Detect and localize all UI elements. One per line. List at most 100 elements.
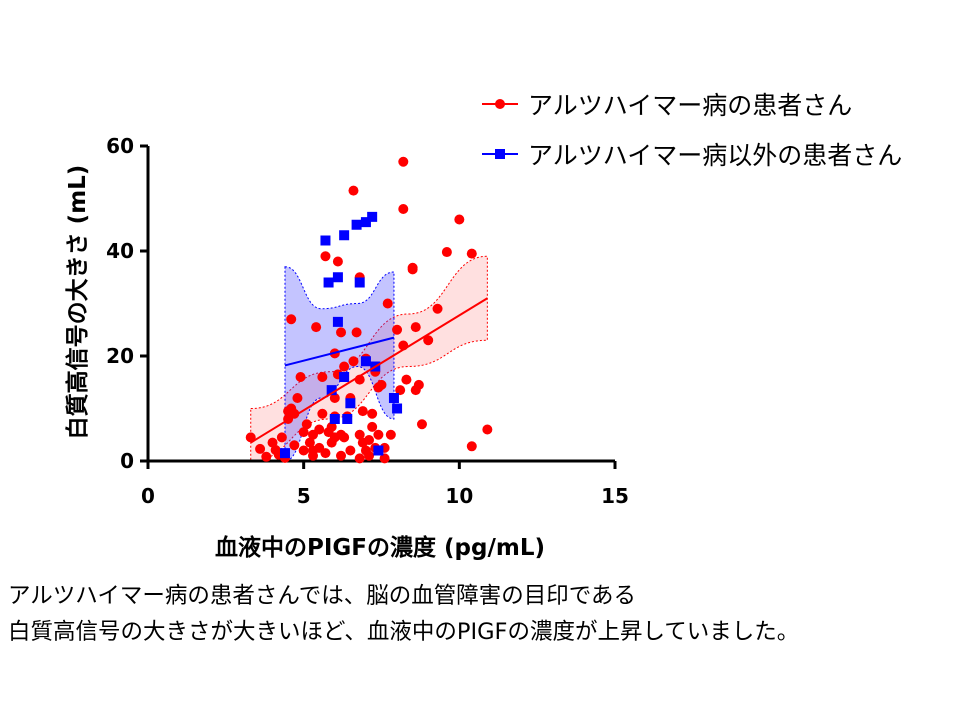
data-point-non-alzheimer	[388, 393, 399, 403]
data-point-alzheimer	[466, 248, 477, 259]
data-point-non-alzheimer	[367, 211, 378, 222]
caption: アルツハイマー病の患者さんでは、脳の血管障害の目印である 白質高信号の大きさが大…	[8, 578, 799, 650]
data-point-alzheimer	[357, 406, 368, 417]
caption-line-2: 白質高信号の大きさが大きいほど、血液中のPIGFの濃度が上昇していました。	[8, 619, 800, 645]
data-points	[245, 156, 493, 464]
data-point-alzheimer	[255, 443, 266, 454]
data-point-non-alzheimer	[354, 277, 365, 288]
data-point-alzheimer	[311, 322, 322, 333]
x-tick-label: 0	[141, 484, 155, 508]
data-point-alzheimer	[466, 441, 477, 452]
x-tick-label: 5	[297, 484, 311, 508]
data-point-non-alzheimer	[373, 445, 384, 456]
data-point-alzheimer	[261, 451, 272, 462]
data-point-alzheimer	[332, 256, 343, 267]
data-point-non-alzheimer	[332, 272, 343, 283]
data-point-non-alzheimer	[342, 414, 353, 424]
data-point-alzheimer	[407, 262, 418, 273]
data-point-alzheimer	[385, 429, 396, 440]
data-point-alzheimer	[339, 432, 350, 443]
y-tick-label: 60	[106, 134, 134, 158]
confidence-band-non-alzheimer	[284, 266, 395, 462]
data-point-alzheimer	[314, 424, 325, 435]
legend-item-alzheimer: アルツハイマー病の患者さん	[482, 80, 852, 128]
data-point-alzheimer	[286, 314, 297, 325]
legend-swatch-blue-square	[482, 146, 518, 162]
data-point-alzheimer	[339, 361, 350, 372]
y-tick-label: 40	[106, 239, 134, 263]
data-point-alzheimer	[379, 453, 390, 464]
data-point-alzheimer	[432, 303, 443, 314]
data-point-alzheimer	[295, 372, 306, 382]
data-point-alzheimer	[329, 393, 340, 403]
data-point-non-alzheimer	[279, 448, 290, 459]
legend-item-non-alzheimer: アルツハイマー病以外の患者さん	[482, 130, 902, 178]
data-point-non-alzheimer	[339, 230, 350, 241]
data-point-alzheimer	[367, 408, 378, 419]
data-point-non-alzheimer	[351, 219, 362, 230]
data-point-non-alzheimer	[345, 398, 356, 409]
data-point-alzheimer	[376, 379, 387, 390]
data-point-alzheimer	[454, 214, 465, 225]
data-point-alzheimer	[348, 185, 359, 196]
data-point-alzheimer	[441, 247, 452, 258]
legend-swatch-red-circle	[482, 96, 518, 112]
data-point-non-alzheimer	[326, 385, 337, 396]
data-point-alzheimer	[392, 324, 403, 335]
data-point-alzheimer	[364, 435, 375, 445]
data-point-alzheimer	[336, 450, 347, 461]
data-point-alzheimer	[245, 432, 256, 443]
data-point-alzheimer	[292, 393, 303, 403]
axis-ticks: 0 5 10 15 0 20 40 60	[106, 134, 629, 508]
data-point-alzheimer	[345, 445, 356, 456]
data-point-alzheimer	[482, 424, 493, 435]
data-point-alzheimer	[416, 419, 427, 430]
data-point-alzheimer	[308, 450, 319, 461]
data-point-non-alzheimer	[360, 217, 371, 228]
regression-line-non-alzheimer	[284, 336, 395, 367]
data-point-alzheimer	[348, 356, 359, 367]
regression-line-alzheimer	[250, 297, 488, 444]
caption-line-1: アルツハイマー病の患者さんでは、脳の血管障害の目印である	[8, 583, 636, 609]
data-point-alzheimer	[395, 385, 406, 396]
data-point-non-alzheimer	[392, 403, 403, 414]
data-point-alzheimer	[354, 453, 365, 464]
data-point-alzheimer	[298, 445, 309, 456]
data-point-alzheimer	[364, 450, 375, 461]
data-point-alzheimer	[401, 374, 412, 385]
data-point-alzheimer	[326, 421, 337, 432]
regression-lines	[250, 297, 488, 444]
data-point-alzheimer	[317, 408, 328, 419]
y-axis-label: 白質高信号の大きさ (mL)	[65, 164, 91, 440]
data-point-alzheimer	[317, 372, 328, 382]
data-point-alzheimer	[410, 322, 421, 333]
x-tick-label: 10	[445, 484, 473, 508]
data-point-non-alzheimer	[332, 316, 343, 327]
data-point-alzheimer	[367, 421, 378, 432]
data-point-alzheimer	[320, 251, 331, 262]
data-point-alzheimer	[289, 440, 300, 451]
y-tick-label: 0	[120, 449, 134, 473]
data-point-non-alzheimer	[360, 356, 371, 367]
y-tick-label: 20	[106, 344, 134, 368]
data-point-alzheimer	[351, 327, 362, 338]
data-point-non-alzheimer	[339, 372, 350, 382]
data-point-alzheimer	[336, 327, 347, 338]
data-point-alzheimer	[354, 429, 365, 440]
data-point-alzheimer	[276, 432, 287, 443]
data-point-alzheimer	[373, 429, 384, 440]
legend-label-non-alzheimer: アルツハイマー病以外の患者さん	[528, 141, 903, 170]
data-point-alzheimer	[320, 448, 331, 459]
data-point-alzheimer	[298, 427, 309, 438]
data-point-non-alzheimer	[320, 235, 331, 246]
x-axis-label: 血液中のPIGFの濃度 (pg/mL)	[215, 535, 545, 561]
data-point-alzheimer	[304, 437, 315, 448]
data-point-non-alzheimer	[323, 277, 334, 288]
x-tick-label: 15	[601, 484, 629, 508]
data-point-alzheimer	[398, 204, 409, 214]
scatter-chart: 0 5 10 15 0 20 40 60	[106, 134, 629, 508]
legend-label-alzheimer: アルツハイマー病の患者さん	[528, 91, 853, 120]
data-point-alzheimer	[398, 156, 409, 167]
data-point-alzheimer	[301, 419, 312, 430]
data-point-non-alzheimer	[329, 414, 340, 424]
